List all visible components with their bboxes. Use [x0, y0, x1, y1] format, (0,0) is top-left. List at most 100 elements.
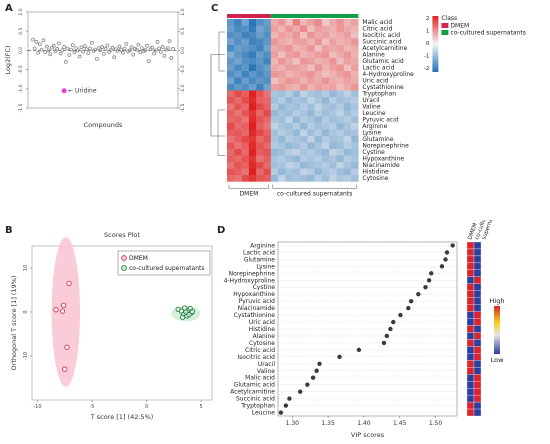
heatmap-cell: [263, 25, 271, 33]
heatmap-cell: [263, 32, 271, 39]
side-heat-cell: [473, 408, 482, 417]
heatmap-cell: [336, 116, 344, 124]
heatmap-cell: [278, 71, 286, 78]
heatmap-cell: [285, 84, 293, 91]
heatmap-cell: [263, 97, 271, 104]
side-heat-cell: [466, 388, 475, 396]
heatmap-cell: [321, 90, 330, 98]
heatmap-cell: [321, 155, 330, 163]
heatmap-cell: [256, 84, 264, 91]
x-tick-label: 1.45: [393, 420, 407, 427]
heatmap-cell: [307, 71, 315, 78]
heatmap-cell: [343, 32, 352, 39]
heatmap-cell: [256, 142, 264, 150]
heatmap-cell: [307, 110, 315, 117]
heatmap-cell: [270, 103, 279, 111]
heatmap-cell: [270, 116, 279, 124]
row-label: Leucine: [362, 110, 386, 117]
chart-a-log2fc: -1.5 -1.5 -1.0 -1.0 -0.5 -0.5 0.0 0.0 0.5 0.5 1.0 1…: [4, 8, 186, 129]
heatmap-cell: [285, 90, 293, 98]
data-point: [51, 43, 56, 48]
heatmap-cell: [321, 45, 330, 52]
side-heat-cell: [473, 332, 482, 340]
heatmap-cell: [285, 32, 293, 39]
heatmap-cell: [285, 71, 293, 78]
heatmap-cell: [329, 58, 337, 65]
heatmap-cell: [336, 90, 344, 98]
vip-point: [297, 389, 303, 394]
heatmap-cell: [270, 90, 279, 98]
data-point: [96, 46, 101, 50]
data-point: [44, 44, 49, 49]
heatmap-cell: [270, 25, 279, 33]
heatmap-cell: [227, 64, 235, 72]
heatmap-cell: [278, 97, 286, 104]
heatmap-cell: [234, 45, 242, 52]
heatmap-cell: [241, 77, 250, 85]
heatmap-cell: [256, 19, 264, 26]
heatmap-cell: [314, 32, 323, 39]
row-label: Lactic acid: [362, 65, 394, 72]
heatmap-cell: [285, 103, 293, 111]
x-tick-label: 1.30: [286, 420, 300, 427]
heatmap-cell: [307, 19, 315, 26]
heatmap-cell: [241, 58, 250, 65]
vip-point: [416, 292, 421, 297]
row-label: Tryptophan: [361, 91, 396, 98]
heatmap-cell: [314, 90, 323, 98]
side-heat-cell: [466, 318, 475, 326]
heatmap-cell: [278, 103, 286, 111]
heatmap-cell: [343, 168, 352, 176]
heatmap-cell: [227, 90, 235, 98]
vip-point: [450, 243, 455, 248]
heatmap-cell: [300, 58, 308, 65]
heatmap-cell: [227, 149, 235, 156]
class-legend-swatch: [441, 30, 449, 35]
category-label: Glutamic acid: [234, 382, 276, 389]
heatmap-cell: [307, 90, 315, 98]
heatmap-cell: [227, 103, 235, 111]
heatmap-cell: [343, 71, 352, 78]
vip-point: [388, 326, 393, 332]
heatmap-cell: [314, 168, 323, 176]
heatmap-cell: [234, 19, 242, 26]
data-point: [89, 40, 94, 45]
data-point: [112, 55, 117, 60]
column-group-label: DMEM: [240, 191, 259, 198]
heatmap-cell: [285, 110, 293, 117]
heatmap-cell: [314, 45, 323, 52]
row-label: Cystine: [362, 149, 385, 156]
heatmap-cell: [248, 45, 257, 52]
vip-point: [423, 285, 428, 290]
heatmap-cell: [256, 149, 264, 156]
heatmap-cell: [300, 45, 308, 52]
heatmap-cell: [227, 71, 235, 78]
side-heat-cell: [473, 339, 482, 347]
heatmap-cell: [270, 32, 279, 39]
heatmap-cell: [307, 129, 315, 137]
column-group-bracket: [272, 184, 357, 189]
heatmap-cell: [329, 103, 337, 111]
heatmap-cell: [285, 149, 293, 156]
category-label: Glutamine: [244, 256, 275, 263]
heatmap-cell: [351, 123, 359, 130]
category-label: Alanine: [253, 333, 276, 340]
heatmap-cell: [285, 58, 293, 65]
category-label: Hypoxanthine: [233, 291, 275, 298]
side-heat-cell: [466, 297, 475, 305]
heatmap-cell: [278, 90, 286, 98]
heatmap-cell: [248, 64, 257, 72]
heatmap-cell: [343, 77, 352, 85]
data-point: [159, 50, 163, 54]
heatmap-cell: [278, 123, 286, 130]
category-label: Uracil: [258, 361, 276, 368]
data-point: [160, 45, 165, 49]
heatmap-cell: [270, 149, 279, 156]
data-point: [157, 46, 162, 51]
side-heat-cell: [466, 408, 475, 417]
heatmap-cell: [278, 51, 286, 59]
heatmap-cell: [321, 103, 330, 111]
vip-point: [381, 340, 387, 346]
heatmap-cell: [234, 51, 242, 59]
heatmap-cell: [321, 38, 330, 46]
